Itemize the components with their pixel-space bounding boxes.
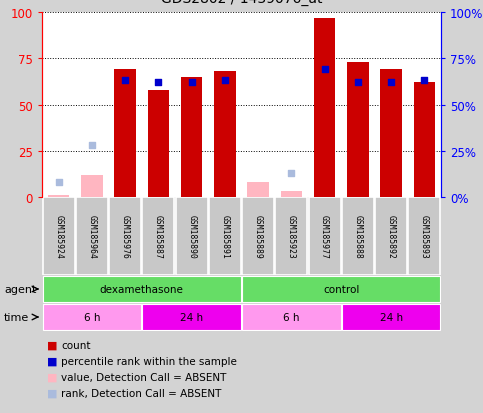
Bar (380, 70, 402, 197)
Text: time: time (4, 312, 29, 322)
Text: 24 h: 24 h (180, 312, 203, 322)
Bar (409, 197, 440, 275)
Bar (275, 197, 307, 275)
Bar (281, 192, 302, 197)
Text: GSM185976: GSM185976 (121, 214, 129, 258)
Text: dexamethasone: dexamethasone (100, 284, 184, 294)
Bar (48, 196, 70, 197)
Bar (247, 183, 269, 197)
Text: GSM185890: GSM185890 (187, 214, 196, 258)
Text: GSM185977: GSM185977 (320, 214, 329, 258)
Bar (43, 305, 141, 330)
Point (188, 80, 196, 86)
Bar (309, 197, 341, 275)
Text: control: control (323, 284, 359, 294)
Text: GSM185889: GSM185889 (254, 214, 263, 258)
Text: 24 h: 24 h (380, 312, 403, 322)
Text: GSM185887: GSM185887 (154, 214, 163, 258)
Bar (413, 83, 435, 197)
Bar (176, 197, 208, 275)
Text: GSM185893: GSM185893 (420, 214, 429, 258)
Text: rank, Detection Call = ABSENT: rank, Detection Call = ABSENT (61, 388, 221, 398)
Text: GSM185964: GSM185964 (87, 214, 97, 258)
Text: ■: ■ (47, 356, 57, 366)
Bar (347, 63, 369, 197)
Bar (114, 70, 136, 197)
Point (155, 80, 162, 86)
Bar (242, 197, 274, 275)
Bar (109, 197, 141, 275)
Text: 6 h: 6 h (283, 312, 299, 322)
Bar (76, 197, 108, 275)
Bar (43, 197, 74, 275)
Text: GSM185923: GSM185923 (287, 214, 296, 258)
Point (121, 78, 129, 85)
Text: agent: agent (4, 284, 36, 294)
Bar (214, 72, 236, 197)
Text: ■: ■ (47, 372, 57, 382)
Bar (43, 277, 241, 302)
Point (321, 67, 328, 74)
Text: GSM185891: GSM185891 (220, 214, 229, 258)
Bar (209, 197, 241, 275)
Text: 6 h: 6 h (84, 312, 100, 322)
Point (88, 142, 96, 149)
Bar (242, 305, 341, 330)
Point (354, 80, 362, 86)
Point (55, 180, 62, 186)
Point (421, 78, 428, 85)
Bar (81, 176, 103, 197)
Point (287, 170, 295, 177)
Bar (142, 305, 241, 330)
Text: GSM185892: GSM185892 (386, 214, 396, 258)
Text: GSM185888: GSM185888 (354, 214, 362, 258)
Bar (242, 277, 440, 302)
Text: value, Detection Call = ABSENT: value, Detection Call = ABSENT (61, 372, 227, 382)
Bar (342, 197, 374, 275)
Bar (314, 19, 335, 197)
Point (387, 80, 395, 86)
Text: GSM185924: GSM185924 (54, 214, 63, 258)
Text: GDS2802 / 1439076_at: GDS2802 / 1439076_at (161, 0, 322, 6)
Bar (342, 305, 440, 330)
Bar (375, 197, 407, 275)
Text: ■: ■ (47, 340, 57, 350)
Bar (142, 197, 174, 275)
Bar (148, 90, 169, 197)
Point (221, 78, 229, 85)
Text: ■: ■ (47, 388, 57, 398)
Text: percentile rank within the sample: percentile rank within the sample (61, 356, 237, 366)
Text: count: count (61, 340, 90, 350)
Bar (181, 78, 202, 197)
